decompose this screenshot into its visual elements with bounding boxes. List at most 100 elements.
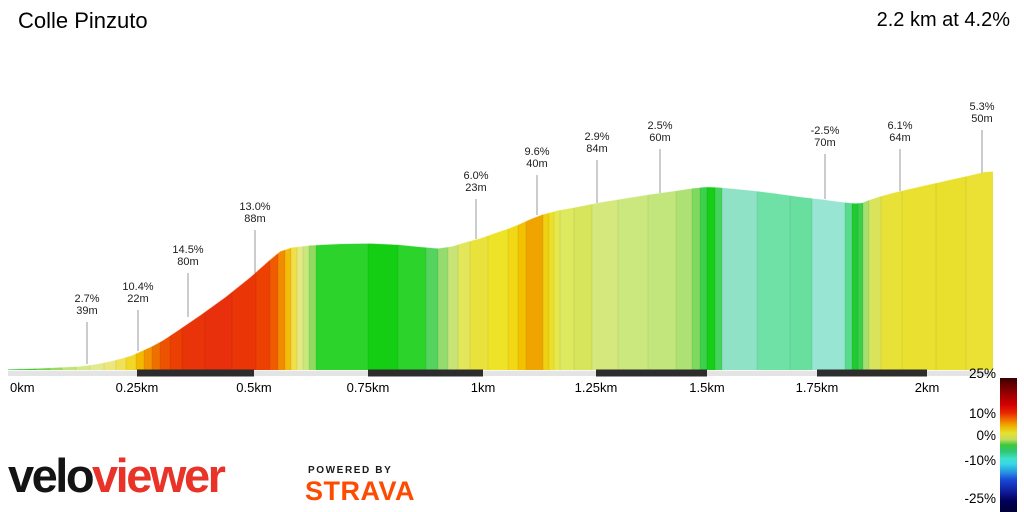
distance-ruler	[8, 370, 993, 376]
gradient-band	[309, 244, 316, 370]
gradient-band	[560, 207, 574, 370]
gradient-band	[116, 356, 126, 370]
annotation-gradient-value: 6.0%	[463, 170, 489, 182]
gradient-band	[256, 259, 270, 370]
gradient-band	[812, 197, 845, 370]
profile-top-edge	[7, 170, 994, 370]
gradient-band	[136, 349, 144, 370]
gradient-band	[205, 291, 232, 370]
gradient-band	[270, 252, 278, 370]
annotation-gradient-value: 2.9%	[584, 131, 610, 143]
x-axis-tick-label: 0km	[10, 380, 35, 395]
x-axis-tick-label: 1.5km	[689, 380, 725, 395]
legend-scale-label: 25%	[968, 366, 996, 381]
gradient-band	[858, 202, 863, 370]
gradient-annotation: 2.5% 60m	[647, 120, 673, 144]
gradient-annotation: 9.6% 40m	[524, 146, 550, 170]
annotation-gradient-value: 2.7%	[74, 293, 100, 305]
gradient-band	[676, 188, 692, 370]
annotation-elevation-value: 50m	[971, 112, 993, 125]
gradient-band	[845, 202, 852, 370]
legend-scale-label: 10%	[968, 406, 996, 421]
gradient-band	[160, 335, 170, 370]
gradient-band	[715, 186, 722, 370]
gradient-band	[966, 171, 993, 370]
veloviewer-logo-velo: velo	[8, 449, 95, 502]
x-axis-tick-label: 2km	[914, 380, 940, 395]
annotation-elevation-value: 22m	[127, 292, 149, 305]
x-axis-tick-label: 0.25km	[115, 380, 159, 395]
gradient-colorbar	[1000, 378, 1017, 512]
annotation-gradient-value: 13.0%	[239, 201, 271, 213]
gradient-band	[508, 224, 518, 370]
gradient-band	[881, 190, 902, 370]
gradient-band	[368, 243, 398, 370]
gradient-band	[144, 346, 152, 370]
gradient-band	[182, 311, 205, 370]
gradient-band	[902, 182, 936, 370]
annotation-gradient-value: 2.5%	[647, 120, 673, 132]
annotation-elevation-value: 84m	[586, 142, 608, 155]
x-axis-tick-label: 1km	[470, 380, 496, 395]
gradient-annotation: 5.3% 50m	[969, 101, 995, 125]
annotation-gradient-value: 10.4%	[122, 281, 154, 293]
legend-scale-label: -10%	[964, 453, 996, 468]
gradient-band	[692, 187, 700, 370]
gradient-annotation: 6.1% 64m	[887, 120, 912, 144]
gradient-band	[518, 220, 526, 370]
gradient-band	[722, 187, 757, 370]
gradient-annotation: 6.0% 23m	[463, 170, 489, 194]
gradient-band	[707, 186, 715, 370]
gradient-band	[790, 195, 812, 370]
gradient-band	[297, 245, 303, 370]
gradient-annotation: 14.5% 80m	[172, 244, 204, 268]
ruler-dark-segment	[368, 369, 483, 377]
gradient-band	[316, 243, 368, 370]
annotation-elevation-value: 60m	[649, 131, 671, 144]
gradient-band	[554, 209, 560, 370]
veloviewer-logo-viewer: viewer	[92, 449, 226, 502]
gradient-band	[700, 186, 707, 370]
annotation-elevation-value: 23m	[465, 181, 487, 194]
gradient-band	[648, 190, 676, 370]
gradient-band	[549, 211, 554, 370]
gradient-band	[618, 194, 648, 370]
gradient-band	[543, 212, 549, 370]
gradient-band	[285, 247, 291, 370]
climb-summary: 2.2 km at 4.2%	[876, 9, 1010, 31]
gradient-band	[470, 235, 488, 370]
legend-scale-label: -25%	[964, 491, 996, 506]
gradient-band	[592, 199, 618, 370]
gradient-band	[170, 327, 182, 370]
annotation-gradient-value: 9.6%	[524, 146, 550, 158]
gradient-band	[126, 353, 136, 370]
gradient-annotation: 13.0% 88m	[239, 201, 271, 225]
annotation-gradient-value: 14.5%	[172, 244, 204, 256]
gradient-band	[852, 202, 858, 370]
veloviewer-logo[interactable]: veloviewer	[8, 448, 226, 504]
gradient-band	[278, 249, 285, 370]
legend-scale-label: 0%	[976, 428, 996, 443]
gradient-annotation: 2.7% 39m	[74, 293, 100, 317]
gradient-band	[488, 228, 508, 370]
annotation-elevation-value: 70m	[814, 136, 836, 149]
strava-logo[interactable]: STRAVA	[305, 476, 415, 506]
gradient-band	[90, 362, 104, 370]
gradient-band	[438, 246, 448, 370]
annotation-elevation-value: 64m	[889, 131, 911, 144]
ruler-dark-segment	[137, 369, 254, 377]
gradient-annotation: 2.9% 84m	[584, 131, 610, 155]
x-axis-tick-label: 1.75km	[795, 380, 839, 395]
gradient-band	[232, 271, 256, 370]
gradient-annotation: -2.5% 70m	[811, 125, 840, 149]
annotation-gradient-value: 5.3%	[969, 101, 995, 113]
x-axis-tick-label: 0.5km	[236, 380, 272, 395]
gradient-band	[863, 199, 869, 370]
gradient-band	[936, 175, 966, 370]
page-title: Colle Pinzuto	[18, 8, 148, 33]
annotation-elevation-value: 80m	[177, 255, 199, 268]
gradient-band	[458, 240, 470, 370]
x-axis-tick-label: 0.75km	[346, 380, 390, 395]
gradient-band	[757, 190, 790, 370]
